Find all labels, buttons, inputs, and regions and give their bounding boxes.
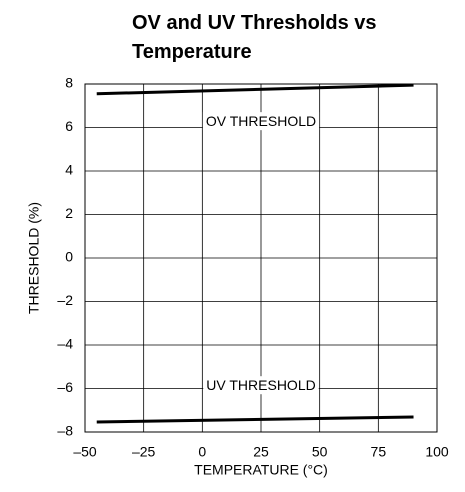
y-tick-label: –2 bbox=[57, 292, 73, 308]
x-tick-label: 75 bbox=[371, 444, 387, 460]
chart-title: OV and UV Thresholds vs bbox=[132, 12, 377, 34]
x-tick-label: –25 bbox=[132, 444, 156, 460]
y-tick-label: 6 bbox=[65, 118, 73, 134]
y-tick-label: 4 bbox=[65, 162, 73, 178]
label-background bbox=[203, 376, 319, 395]
series-label: UV THRESHOLD bbox=[206, 377, 315, 393]
y-tick-label: 8 bbox=[65, 75, 73, 91]
y-tick-label: –8 bbox=[57, 423, 73, 439]
series-line bbox=[96, 415, 414, 424]
x-tick-label: 0 bbox=[198, 444, 206, 460]
series-label: OV THRESHOLD bbox=[206, 113, 316, 129]
chart-title: Temperature bbox=[132, 41, 252, 63]
x-tick-label: 100 bbox=[425, 444, 449, 460]
x-tick-label: –50 bbox=[73, 444, 97, 460]
y-tick-label: –4 bbox=[57, 336, 73, 352]
y-tick-label: 2 bbox=[65, 205, 73, 221]
series-line bbox=[96, 83, 414, 96]
y-tick-label: –6 bbox=[57, 379, 73, 395]
x-tick-label: 25 bbox=[253, 444, 269, 460]
x-axis-label: TEMPERATURE (°C) bbox=[194, 462, 328, 478]
plot-frame bbox=[84, 83, 438, 433]
label-background bbox=[202, 112, 320, 131]
y-tick-label: 0 bbox=[65, 249, 73, 265]
y-axis-label: THRESHOLD (%) bbox=[26, 202, 42, 314]
x-tick-label: 50 bbox=[312, 444, 328, 460]
